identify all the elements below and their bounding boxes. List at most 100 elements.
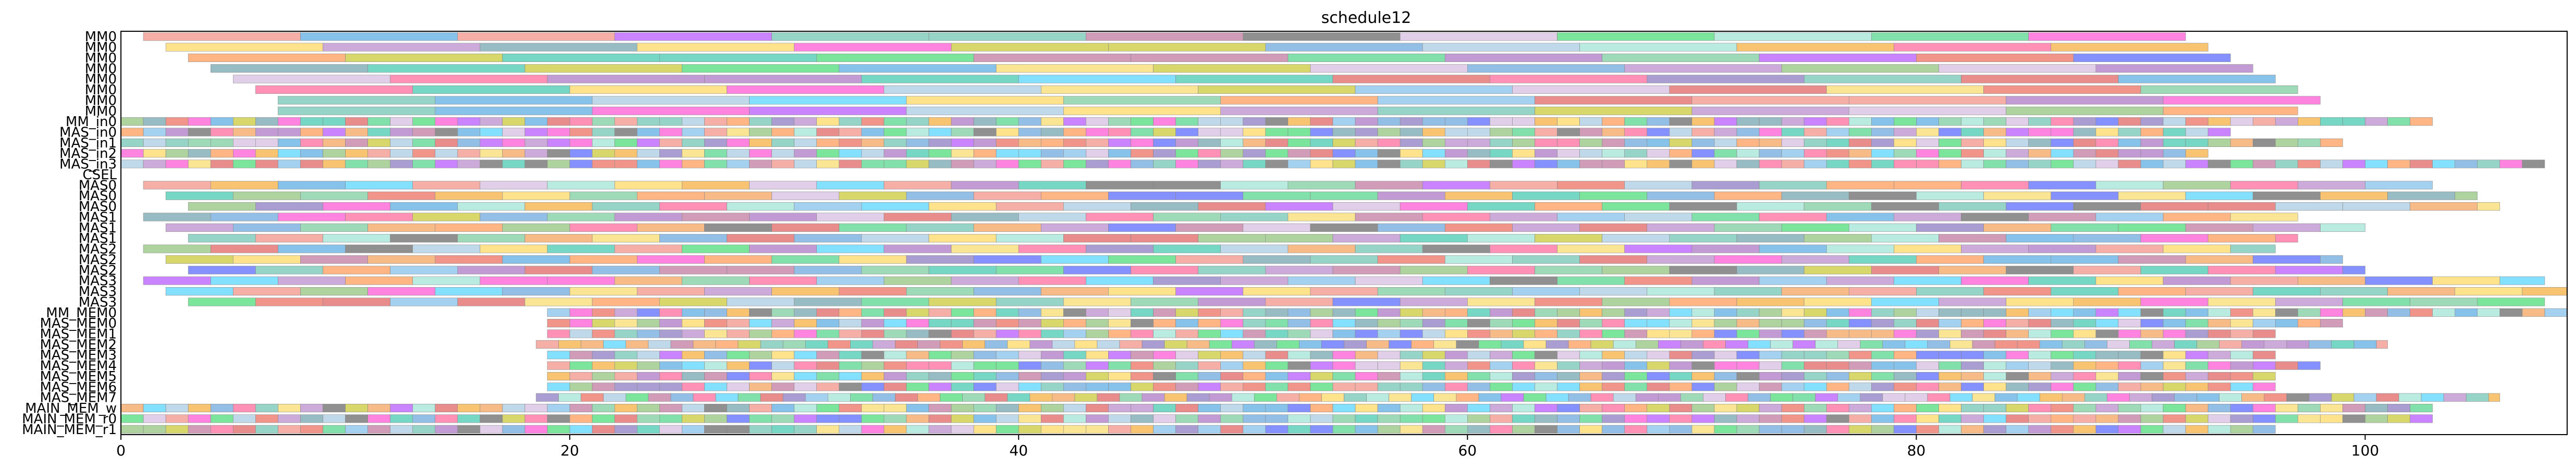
task-bar	[1916, 404, 1939, 413]
task-bar	[951, 213, 1019, 221]
task-bar	[592, 319, 615, 328]
task-bar	[1018, 117, 1041, 126]
task-bar	[906, 319, 929, 328]
task-bar	[255, 266, 323, 275]
task-bar	[1691, 181, 1760, 190]
task-bar	[323, 414, 346, 423]
task-bar	[300, 425, 323, 434]
task-bar	[749, 213, 817, 221]
task-bar	[839, 117, 862, 126]
task-bar	[1086, 414, 1109, 423]
task-bar	[2163, 128, 2186, 137]
task-bar	[928, 32, 1086, 41]
task-bar	[1826, 308, 1849, 317]
task-bar	[973, 329, 997, 338]
task-bar	[1422, 351, 1445, 360]
task-bar	[1759, 276, 1827, 285]
task-bar	[659, 329, 682, 338]
task-bar	[1939, 117, 1961, 126]
task-bar	[1265, 372, 1289, 381]
task-bar	[592, 96, 750, 105]
task-bar	[255, 149, 278, 158]
task-bar	[1894, 361, 1917, 370]
task-bar	[1265, 329, 1289, 338]
task-bar	[1759, 149, 1782, 158]
row-label: MAS1	[79, 220, 117, 236]
task-bar	[1243, 117, 1266, 126]
task-bar	[1523, 393, 1547, 402]
task-bar	[2095, 244, 2164, 253]
task-bar	[1916, 319, 1939, 328]
task-bar	[951, 308, 974, 317]
task-bar	[794, 159, 817, 168]
task-bar	[1332, 266, 1401, 275]
task-bar	[502, 223, 570, 232]
task-bar	[906, 191, 974, 200]
task-bar	[1972, 340, 1995, 349]
task-bar	[2275, 202, 2343, 211]
task-bar	[323, 298, 390, 306]
task-bar	[188, 414, 211, 423]
task-bar	[973, 149, 997, 158]
task-bar	[1444, 372, 1468, 381]
task-bar	[715, 393, 739, 402]
task-bar	[659, 128, 682, 137]
task-bar	[1310, 425, 1333, 434]
task-bar	[1669, 372, 1692, 381]
task-bar	[2252, 414, 2276, 423]
task-bar	[1826, 319, 1849, 328]
task-bar	[1736, 351, 1760, 360]
task-bar	[996, 234, 1064, 243]
task-bar	[1939, 351, 1961, 360]
task-bar	[412, 414, 436, 423]
task-bar	[928, 117, 952, 126]
task-bar	[390, 75, 548, 83]
task-bar	[278, 106, 436, 115]
task-bar	[1332, 202, 1401, 211]
task-bar	[524, 234, 593, 243]
task-bar	[547, 404, 570, 413]
task-bar	[928, 266, 997, 275]
task-bar	[928, 425, 952, 434]
task-bar	[2051, 351, 2074, 360]
task-bar	[1703, 340, 1726, 349]
task-bar	[143, 276, 211, 285]
task-bar	[1748, 393, 1771, 402]
task-bar	[2499, 308, 2523, 317]
task-bar	[1523, 340, 1547, 349]
task-bar	[1198, 159, 1221, 168]
task-bar	[1377, 287, 1445, 296]
task-bar	[816, 138, 840, 147]
task-bar	[1287, 425, 1311, 434]
task-bar	[1265, 404, 1289, 413]
task-bar	[794, 382, 817, 391]
task-bar	[1736, 319, 1760, 328]
task-bar	[480, 244, 548, 253]
task-bar	[323, 117, 346, 126]
task-bar	[659, 117, 682, 126]
task-bar	[435, 128, 458, 137]
task-bar	[1983, 191, 2052, 200]
task-bar	[1916, 351, 1939, 360]
task-bar	[1243, 425, 1266, 434]
task-bar	[1691, 96, 1849, 105]
task-bar	[1983, 85, 2141, 94]
task-bar	[771, 149, 794, 158]
task-bar	[659, 138, 682, 147]
task-bar	[2353, 393, 2377, 402]
task-bar	[2006, 96, 2164, 105]
task-bar	[1714, 128, 1737, 137]
task-bar	[480, 117, 503, 126]
task-bar	[524, 149, 548, 158]
task-bar	[2252, 159, 2276, 168]
task-bar	[614, 32, 772, 41]
task-bar	[2275, 234, 2298, 243]
task-bar	[1961, 75, 2119, 83]
task-bar	[1669, 234, 1737, 243]
task-bar	[2118, 308, 2141, 317]
task-bar	[2118, 404, 2141, 413]
task-bar	[300, 255, 368, 264]
task-bar	[1557, 117, 1580, 126]
task-bar	[1490, 382, 1513, 391]
task-bar	[704, 351, 727, 360]
